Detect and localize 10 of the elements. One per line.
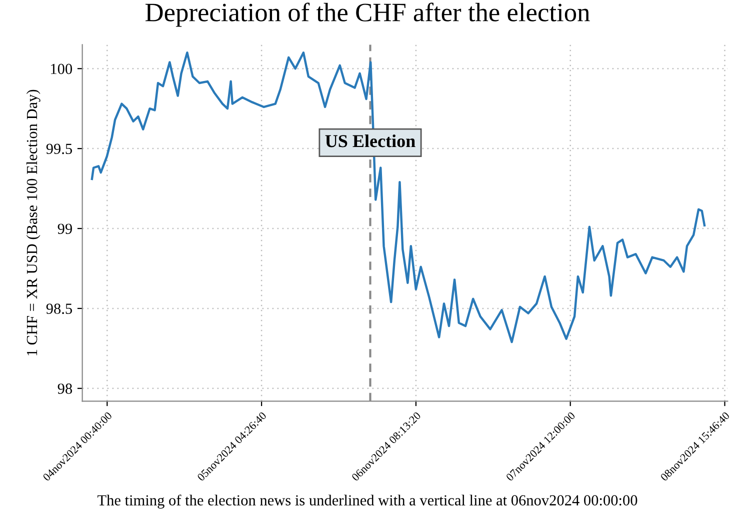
ref-line-label: US Election [325,134,416,148]
y-axis-title: 1 CHF = XR USD (Base 100 Election Day) [26,90,40,356]
y-tick-label: 98.5 [46,304,72,314]
text: The timing of the election news is underlined with a vertical line at 06nov2024 00:00:00 [98,494,638,509]
y-tick-label: 98 [58,384,72,394]
line-series [90,52,706,344]
y-tick-label: 99 [58,224,72,234]
y-tick-label: 99.5 [46,144,72,154]
y-tick-label: 100 [51,64,72,74]
chart-title: Depreciation of the CHF after the election [146,2,590,27]
